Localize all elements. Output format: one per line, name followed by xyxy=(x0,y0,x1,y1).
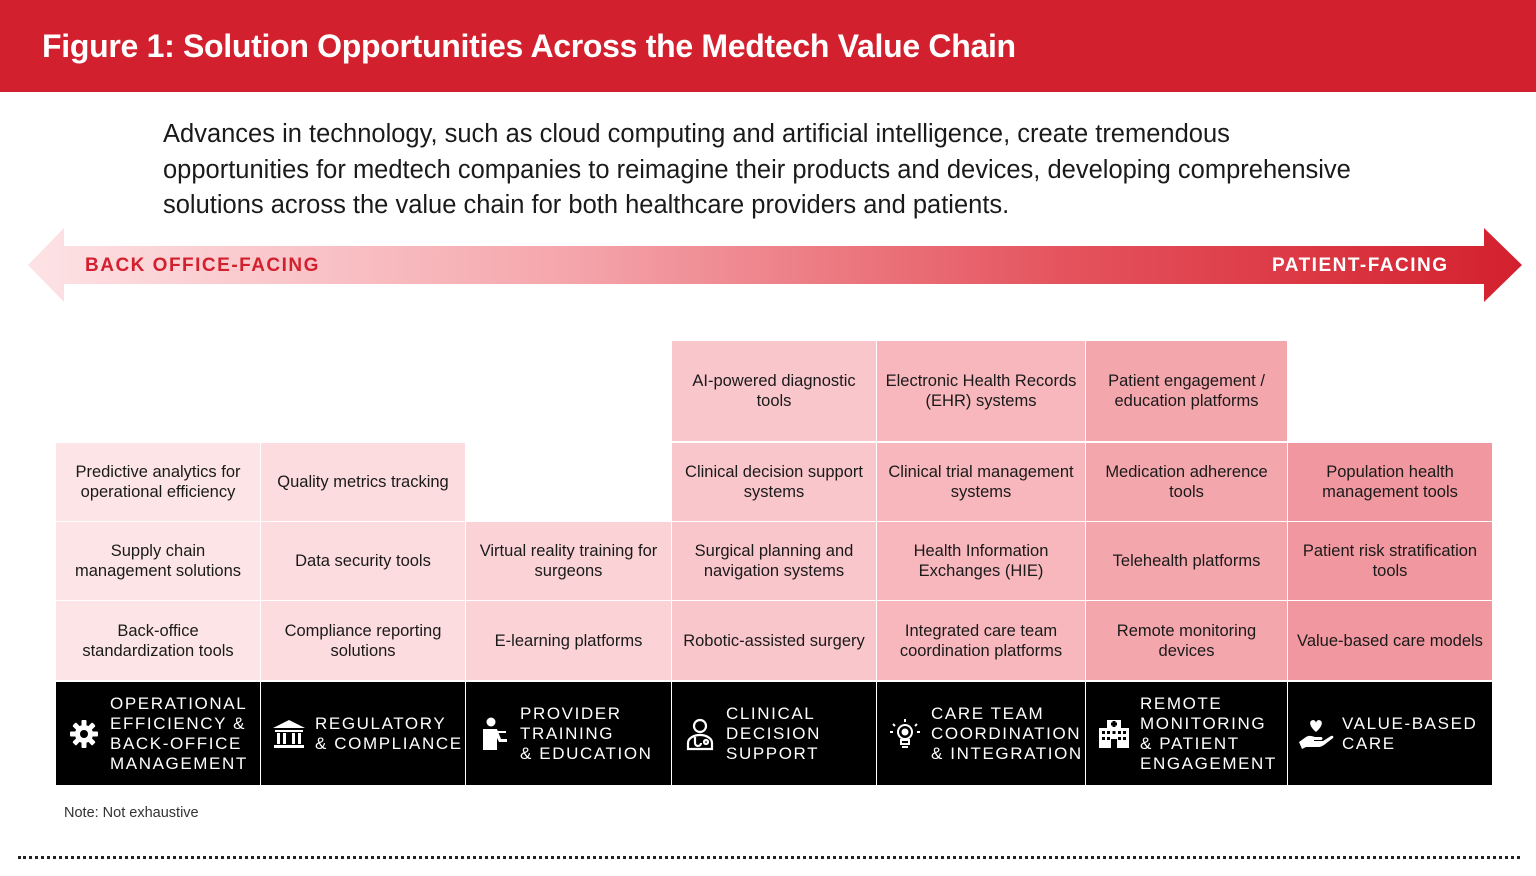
header-bar: Figure 1: Solution Opportunities Across … xyxy=(0,0,1536,92)
trainer-icon xyxy=(474,714,514,754)
solution-cell: Robotic-assisted surgery xyxy=(672,601,876,680)
category-label: OPERATIONAL EFFICIENCY & BACK-OFFICE MAN… xyxy=(110,693,248,773)
category-label: REMOTE MONITORING & PATIENT ENGAGEMENT xyxy=(1140,693,1277,773)
solution-cell: Health Information Exchanges (HIE) xyxy=(877,522,1085,600)
solution-cell: Quality metrics tracking xyxy=(261,443,465,521)
solution-cell: AI-powered diagnostic tools xyxy=(672,341,876,441)
solution-cell: Telehealth platforms xyxy=(1086,522,1287,600)
solution-cell: Integrated care team coordination platfo… xyxy=(877,601,1085,680)
category-label: REGULATORY & COMPLIANCE xyxy=(315,713,463,753)
heart-hand-icon xyxy=(1296,714,1336,754)
institution-icon xyxy=(269,714,309,754)
gear-icon xyxy=(64,714,104,754)
solution-cell: Predictive analytics for operational eff… xyxy=(56,443,260,521)
solution-cell: Remote monitoring devices xyxy=(1086,601,1287,680)
facing-arrow xyxy=(28,228,1522,302)
category-label: CLINICAL DECISION SUPPORT xyxy=(726,703,821,763)
solution-cell: E-learning platforms xyxy=(466,601,671,680)
footnote: Note: Not exhaustive xyxy=(64,805,199,821)
category-block: REMOTE MONITORING & PATIENT ENGAGEMENT xyxy=(1086,682,1287,785)
solution-cell: Value-based care models xyxy=(1288,601,1492,680)
solution-cell: Clinical decision support systems xyxy=(672,443,876,521)
solution-cell: Patient engagement / education platforms xyxy=(1086,341,1287,441)
lightbulb-icon xyxy=(885,714,925,754)
category-block: VALUE-BASED CARE xyxy=(1288,682,1492,785)
patient-facing-label: PATIENT-FACING xyxy=(1272,255,1449,276)
solution-cell: Compliance reporting solutions xyxy=(261,601,465,680)
category-label: CARE TEAM COORDINATION & INTEGRATION xyxy=(931,703,1083,763)
category-label: PROVIDER TRAINING & EDUCATION xyxy=(520,703,653,763)
category-block: REGULATORY & COMPLIANCE xyxy=(261,682,465,785)
arrow-shape xyxy=(28,228,1522,302)
hospital-icon xyxy=(1094,714,1134,754)
solution-cell: Virtual reality training for surgeons xyxy=(466,522,671,600)
solution-cell: Data security tools xyxy=(261,522,465,600)
solution-cell: Clinical trial management systems xyxy=(877,443,1085,521)
solution-cell: Medication adherence tools xyxy=(1086,443,1287,521)
category-label: VALUE-BASED CARE xyxy=(1342,713,1478,753)
solution-cell: Supply chain management solutions xyxy=(56,522,260,600)
figure-title: Figure 1: Solution Opportunities Across … xyxy=(42,28,1016,64)
doctor-icon xyxy=(680,714,720,754)
category-block: CARE TEAM COORDINATION & INTEGRATION xyxy=(877,682,1085,785)
category-block: CLINICAL DECISION SUPPORT xyxy=(672,682,876,785)
solution-cell: Back-office standardization tools xyxy=(56,601,260,680)
solution-cell: Electronic Health Records (EHR) systems xyxy=(877,341,1085,441)
intro-paragraph: Advances in technology, such as cloud co… xyxy=(163,120,1351,219)
category-block: OPERATIONAL EFFICIENCY & BACK-OFFICE MAN… xyxy=(56,682,260,785)
solution-cell: Surgical planning and navigation systems xyxy=(672,522,876,600)
category-block: PROVIDER TRAINING & EDUCATION xyxy=(466,682,671,785)
back-office-label: BACK OFFICE-FACING xyxy=(85,255,320,276)
dotted-divider xyxy=(18,856,1520,859)
solution-cell: Population health management tools xyxy=(1288,443,1492,521)
solution-cell: Patient risk stratification tools xyxy=(1288,522,1492,600)
